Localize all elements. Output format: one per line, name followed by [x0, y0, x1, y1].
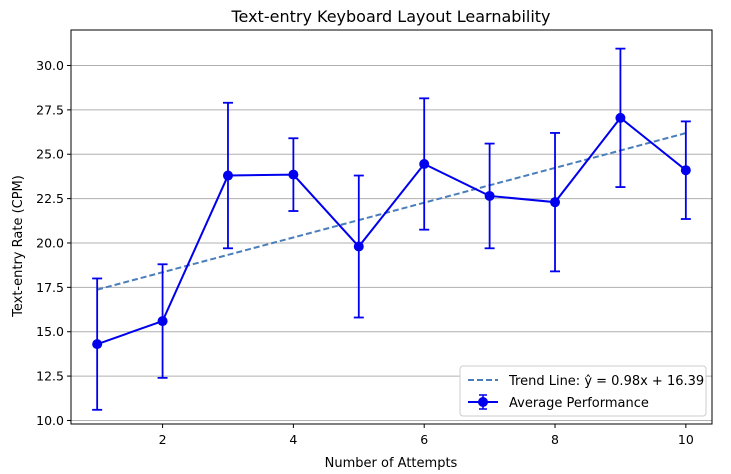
data-point: [615, 112, 626, 123]
trend-line: [96, 132, 687, 291]
y-tick-label: 30.0: [36, 58, 64, 73]
legend-trend-label: Trend Line: ŷ = 0.98x + 16.39: [508, 374, 704, 389]
y-tick-label: 17.5: [36, 280, 64, 295]
x-tick-label: 4: [289, 432, 297, 447]
x-tick-label: 10: [678, 432, 694, 447]
y-tick-label: 10.0: [36, 413, 64, 428]
data-point: [222, 170, 233, 181]
data-point: [550, 197, 561, 208]
y-tick-label: 25.0: [36, 147, 64, 162]
legend-average-marker: [478, 397, 488, 407]
y-axis-label: Text-entry Rate (CPM): [11, 175, 26, 318]
x-axis-label: Number of Attempts: [325, 456, 458, 471]
series-layer: [92, 47, 691, 411]
x-tick-label: 6: [420, 432, 428, 447]
data-point: [157, 316, 168, 327]
average-performance-line: [96, 116, 687, 346]
data-point: [92, 339, 103, 350]
data-point: [353, 241, 364, 252]
legend: Trend Line: ŷ = 0.98x + 16.39 Average Pe…: [459, 365, 707, 417]
data-point: [484, 190, 495, 201]
legend-box: [459, 365, 707, 417]
tick-layer: 10.0 12.5 15.0 17.5 20.0 22.5 25.0 27.5 30.0 2 4 6 8…: [36, 58, 694, 447]
plot-frame: [70, 29, 713, 425]
data-point: [288, 169, 299, 180]
x-tick-label: 2: [159, 432, 167, 447]
y-tick-label: 15.0: [36, 324, 64, 339]
y-tick-label: 12.5: [36, 369, 64, 384]
legend-average-label: Average Performance: [509, 396, 649, 411]
legend-average-swatch: [468, 394, 498, 410]
y-tick-label: 20.0: [36, 235, 64, 250]
y-tick-label: 22.5: [36, 191, 64, 206]
x-tick-label: 8: [551, 432, 559, 447]
data-point: [680, 165, 691, 176]
chart-title: Text-entry Keyboard Layout Learnability: [230, 7, 550, 26]
data-point: [419, 158, 430, 169]
y-tick-label: 27.5: [36, 102, 64, 117]
